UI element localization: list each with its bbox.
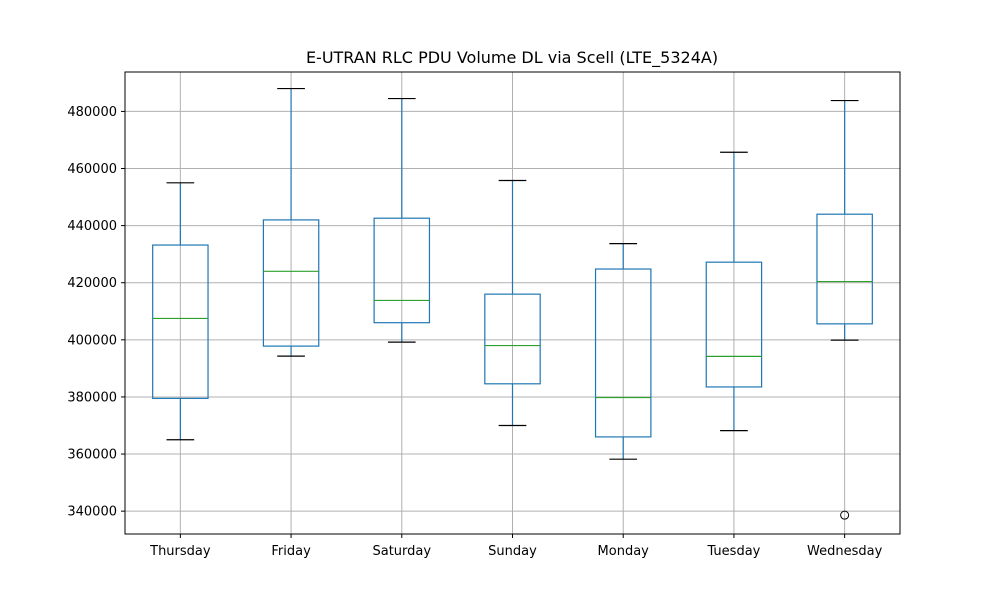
- box-group-monday: [594, 243, 652, 460]
- y-tick-label: 480000: [67, 105, 117, 120]
- iqr-box: [705, 261, 763, 388]
- box-group-wednesday: [816, 99, 873, 520]
- y-tick-label: 380000: [67, 390, 117, 405]
- y-tick-label: 440000: [67, 219, 117, 234]
- y-tick-label: 420000: [67, 276, 117, 291]
- y-tick-label: 340000: [67, 505, 117, 520]
- ticks-layer: 340000 360000 380000 400000 420000 440000 4600…: [67, 105, 882, 559]
- x-tick-label: Tuesday: [706, 544, 760, 559]
- x-tick-label: Wednesday: [807, 544, 883, 559]
- iqr-box: [152, 244, 209, 399]
- y-tick-label: 460000: [67, 162, 117, 177]
- x-tick-label: Thursday: [149, 544, 211, 559]
- y-tick-label: 360000: [67, 448, 117, 463]
- y-tick-label: 400000: [67, 333, 117, 348]
- x-tick-label: Saturday: [372, 544, 431, 559]
- boxes-layer: [152, 87, 873, 520]
- iqr-box: [816, 213, 873, 325]
- iqr-box: [594, 268, 652, 438]
- box-group-sunday: [484, 179, 541, 427]
- chart-title: E-UTRAN RLC PDU Volume DL via Scell (LTE…: [306, 48, 718, 68]
- x-tick-label: Sunday: [488, 544, 537, 559]
- box-group-thursday: [152, 182, 209, 441]
- box-group-friday: [262, 87, 320, 357]
- outlier-point: [840, 510, 850, 520]
- x-tick-label: Friday: [271, 544, 311, 559]
- x-tick-label: Monday: [598, 544, 650, 559]
- iqr-box: [373, 217, 431, 324]
- iqr-box: [484, 293, 541, 385]
- box-group-saturday: [373, 97, 431, 343]
- iqr-box: [262, 219, 320, 347]
- box-group-tuesday: [705, 151, 763, 432]
